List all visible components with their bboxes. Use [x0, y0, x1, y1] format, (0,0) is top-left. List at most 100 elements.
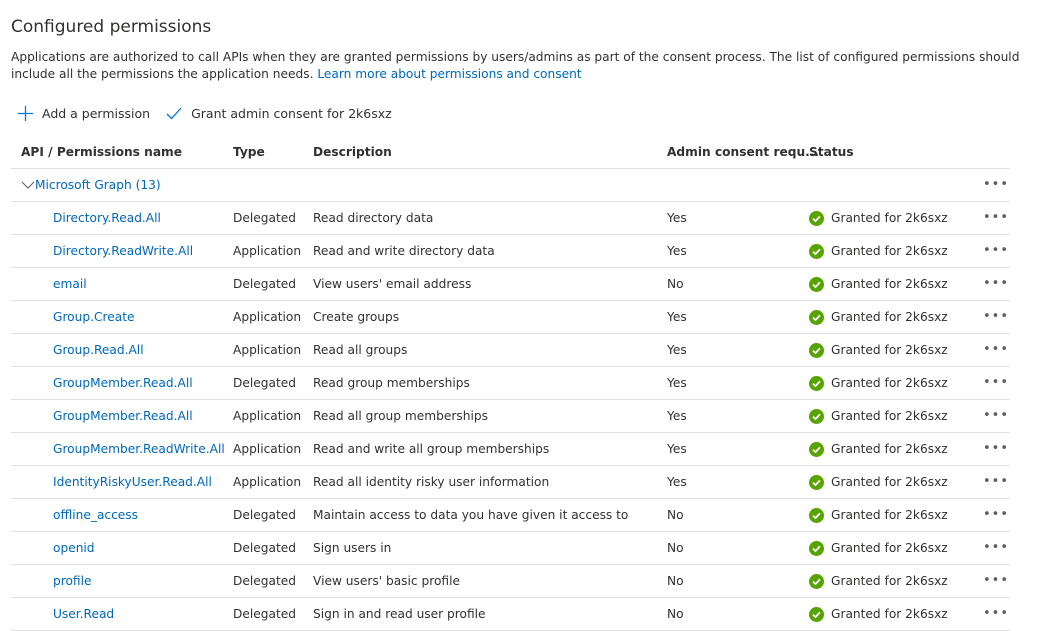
more-options-button[interactable]: •••	[983, 507, 1010, 522]
add-permission-button[interactable]: Add a permission	[18, 106, 150, 121]
more-options-button[interactable]: •••	[983, 210, 1010, 225]
status-text: Granted for 2k6sxz	[831, 211, 948, 225]
more-options-button[interactable]: •••	[983, 573, 1010, 588]
grant-admin-consent-button[interactable]: Grant admin consent for 2k6sxz	[166, 106, 392, 121]
permission-type: Delegated	[233, 376, 296, 390]
status-text: Granted for 2k6sxz	[831, 376, 948, 390]
permission-link[interactable]: Group.Create	[53, 310, 135, 324]
permission-type: Application	[233, 475, 302, 489]
table-row: Group.Read.All Application Read all grou…	[11, 334, 1010, 367]
permission-link[interactable]: Directory.Read.All	[53, 211, 161, 225]
permission-type: Application	[233, 244, 302, 258]
column-header-type[interactable]: Type	[233, 145, 265, 159]
permission-description: Read all group memberships	[313, 409, 488, 423]
permissions-table: API / Permissions name Type Description …	[11, 136, 1010, 631]
permission-type: Delegated	[233, 607, 296, 621]
table-row: openid Delegated Sign users in No Grante…	[11, 532, 1010, 565]
permission-description: Maintain access to data you have given i…	[313, 508, 629, 522]
learn-more-link[interactable]: Learn more about permissions and consent	[317, 67, 582, 81]
status-badge: Granted for 2k6sxz	[809, 202, 948, 234]
status-badge: Granted for 2k6sxz	[809, 532, 948, 564]
permission-type: Delegated	[233, 574, 296, 588]
more-options-button[interactable]: •••	[983, 408, 1010, 423]
table-row: IdentityRiskyUser.Read.All Application R…	[11, 466, 1010, 499]
permission-link[interactable]: GroupMember.Read.All	[53, 409, 193, 423]
permission-type: Application	[233, 442, 302, 456]
permission-description: Read directory data	[313, 211, 434, 225]
permission-link[interactable]: Directory.ReadWrite.All	[53, 244, 194, 258]
more-options-button[interactable]: •••	[983, 606, 1010, 621]
more-options-button[interactable]: •••	[983, 474, 1010, 489]
status-badge: Granted for 2k6sxz	[809, 301, 948, 333]
permission-description: Read and write all group memberships	[313, 442, 550, 456]
status-text: Granted for 2k6sxz	[831, 244, 948, 258]
permission-description: Sign in and read user profile	[313, 607, 486, 621]
more-options-button[interactable]: •••	[983, 309, 1010, 324]
admin-consent-required: Yes	[667, 310, 687, 324]
permission-description: View users' email address	[313, 277, 472, 291]
status-text: Granted for 2k6sxz	[831, 442, 948, 456]
admin-consent-required: No	[667, 508, 684, 522]
status-badge: Granted for 2k6sxz	[809, 598, 948, 630]
status-text: Granted for 2k6sxz	[831, 277, 948, 291]
admin-consent-required: Yes	[667, 442, 687, 456]
status-badge: Granted for 2k6sxz	[809, 400, 948, 432]
page-description: Applications are authorized to call APIs…	[11, 49, 1021, 83]
status-text: Granted for 2k6sxz	[831, 475, 948, 489]
permission-link[interactable]: offline_access	[53, 508, 139, 522]
more-options-button[interactable]: •••	[983, 276, 1010, 291]
column-header-description[interactable]: Description	[313, 145, 392, 159]
permission-description: Sign users in	[313, 541, 392, 555]
permission-description: Read all identity risky user information	[313, 475, 550, 489]
more-options-button[interactable]: •••	[983, 375, 1010, 390]
description-text: Applications are authorized to call APIs…	[11, 50, 1020, 81]
permission-link[interactable]: IdentityRiskyUser.Read.All	[53, 475, 212, 489]
permission-description: Read all groups	[313, 343, 408, 357]
check-circle-icon	[809, 243, 824, 259]
more-options-button[interactable]: •••	[983, 540, 1010, 555]
table-row: email Delegated View users' email addres…	[11, 268, 1010, 301]
permission-link[interactable]: GroupMember.Read.All	[53, 376, 193, 390]
permission-link[interactable]: GroupMember.ReadWrite.All	[53, 442, 225, 456]
permission-link[interactable]: email	[53, 277, 87, 291]
table-row: GroupMember.Read.All Application Read al…	[11, 400, 1010, 433]
permission-description: Read and write directory data	[313, 244, 495, 258]
permission-type: Application	[233, 409, 302, 423]
status-badge: Granted for 2k6sxz	[809, 466, 948, 498]
permission-link[interactable]: Group.Read.All	[53, 343, 144, 357]
admin-consent-required: Yes	[667, 211, 687, 225]
table-row: User.Read Delegated Sign in and read use…	[11, 598, 1010, 631]
status-text: Granted for 2k6sxz	[831, 310, 948, 324]
permission-description: Read group memberships	[313, 376, 470, 390]
more-options-button[interactable]: •••	[983, 342, 1010, 357]
group-toggle[interactable]: Microsoft Graph (13)	[21, 169, 161, 201]
group-link[interactable]: Microsoft Graph (13)	[35, 178, 161, 192]
group-row-microsoft-graph[interactable]: Microsoft Graph (13) •••	[11, 169, 1010, 202]
more-options-button[interactable]: •••	[983, 177, 1010, 192]
status-text: Granted for 2k6sxz	[831, 541, 948, 555]
table-row: profile Delegated View users' basic prof…	[11, 565, 1010, 598]
table-row: GroupMember.Read.All Delegated Read grou…	[11, 367, 1010, 400]
permission-link[interactable]: profile	[53, 574, 92, 588]
permission-link[interactable]: openid	[53, 541, 95, 555]
column-header-name[interactable]: API / Permissions name	[21, 145, 183, 159]
table-row: Directory.Read.All Delegated Read direct…	[11, 202, 1010, 235]
permission-description: Create groups	[313, 310, 400, 324]
column-header-status[interactable]: Status	[809, 145, 854, 159]
more-options-button[interactable]: •••	[983, 441, 1010, 456]
check-circle-icon	[809, 540, 824, 556]
check-circle-icon	[809, 309, 824, 325]
table-row: GroupMember.ReadWrite.All Application Re…	[11, 433, 1010, 466]
check-circle-icon	[809, 507, 824, 523]
table-row: offline_access Delegated Maintain access…	[11, 499, 1010, 532]
admin-consent-required: No	[667, 277, 684, 291]
more-options-button[interactable]: •••	[983, 243, 1010, 258]
status-text: Granted for 2k6sxz	[831, 343, 948, 357]
check-circle-icon	[809, 441, 824, 457]
permission-description: View users' basic profile	[313, 574, 460, 588]
column-header-admin-consent[interactable]: Admin consent requ...	[667, 145, 820, 159]
admin-consent-required: Yes	[667, 475, 687, 489]
permission-link[interactable]: User.Read	[53, 607, 115, 621]
status-text: Granted for 2k6sxz	[831, 409, 948, 423]
status-badge: Granted for 2k6sxz	[809, 334, 948, 366]
